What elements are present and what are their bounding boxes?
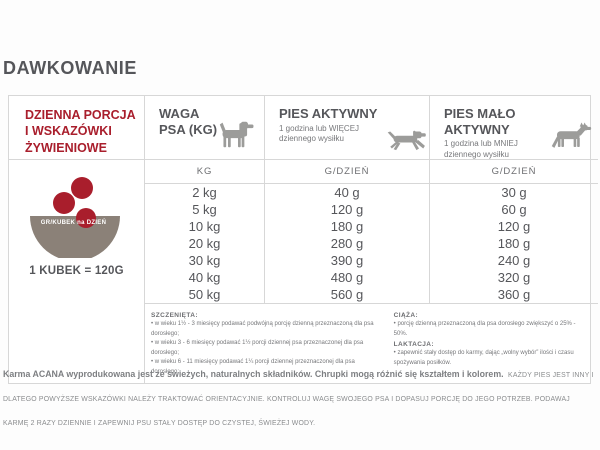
pregnancy-lactation-notes: CIĄŻA: porcję dzienną przeznaczoną dla p… (384, 310, 590, 378)
food-bowl-icon: GR/KUBEK na DZIEŃ (29, 174, 125, 261)
header-row: WAGA PSA (KG) (145, 96, 598, 164)
less-active-portion-value: 360 g (497, 287, 531, 302)
unit-kg-label: KG (145, 160, 265, 183)
unit-active-label: G/DZIEŃ (265, 160, 430, 183)
portion-header-label: DZIENNA PORCJA I WSKAZÓWKI ŻYWIENIOWE (25, 108, 136, 155)
weight-value: 2 kg (145, 184, 265, 201)
dog-weight-header-cell: WAGA PSA (KG) (145, 96, 265, 164)
lactation-heading: LAKTACJA: (393, 341, 434, 349)
weight-value: 50 kg (145, 286, 265, 303)
portion-graphic-cell: GR/KUBEK na DZIEŃ 1 KUBEK = 120G (9, 160, 145, 383)
weight-value: 30 kg (145, 252, 265, 269)
standing-beagle-icon (218, 118, 258, 156)
weight-value: 10 kg (145, 218, 265, 235)
active-dog-header-cell: PIES AKTYWNY 1 godzina lub WIĘCEJ dzienn… (265, 96, 430, 164)
dosage-rows: 2 kg 40 g 30 g 5 kg 120 g 60 g 10 kg 180… (145, 184, 598, 304)
pregnancy-heading: CIĄŻA: (393, 312, 419, 319)
less-active-portion-value: 180 g (497, 236, 531, 251)
less-active-portion-value: 30 g (501, 185, 527, 200)
bowl-label: GR/KUBEK na DZIEŃ (40, 220, 107, 226)
weight-value: 5 kg (145, 201, 265, 218)
less-active-portion-value: 60 g (501, 202, 527, 217)
less-active-dog-header-cell: PIES MAŁO AKTYWNY 1 godzina lub MNIEJ dz… (430, 96, 598, 164)
footer-fine-print: KAŻDY PIES JEST INNY I DLATEGO POWYŻSZE … (3, 372, 594, 427)
cup-equivalence-label: 1 KUBEK = 120G (29, 265, 124, 277)
less-active-portion-value: 120 g (497, 219, 531, 234)
notes-section: SZCZENIĘTA: w wieku 1½ - 3 miesięcy poda… (145, 304, 598, 383)
active-portion-value: 480 g (265, 269, 430, 286)
running-dog-icon (385, 129, 431, 156)
puppies-bullet: w wieku 3 - 6 miesięcy podawać 1½ porcji… (151, 339, 384, 358)
lactation-bullet: zapewnić stały dostęp do karmy, dając „w… (394, 349, 590, 368)
puppies-bullet: w wieku 1½ - 3 miesięcy podawać podwójną… (151, 320, 384, 339)
standing-shepherd-icon (550, 122, 592, 156)
less-active-dog-header-label: PIES MAŁO AKTYWNY (444, 106, 516, 137)
dog-weight-header-label: WAGA PSA (KG) (159, 106, 218, 137)
active-portion-value: 390 g (265, 252, 430, 269)
active-dog-subtitle: 1 godzina lub WIĘCEJ dziennego wysiłku (279, 123, 360, 143)
active-portion-value: 120 g (265, 201, 430, 218)
less-active-portion-value: 320 g (497, 270, 531, 285)
active-portion-value: 560 g (265, 286, 430, 303)
portion-header-cell: DZIENNA PORCJA I WSKAZÓWKI ŻYWIENIOWE (9, 96, 145, 160)
active-portion-value: 280 g (265, 235, 430, 252)
weight-value: 40 kg (145, 269, 265, 286)
unit-less-active-label: G/DZIEŃ (491, 166, 537, 177)
less-active-dog-subtitle: 1 godzina lub MNIEJ dziennego wysiłku (444, 139, 518, 159)
less-active-portion-value: 240 g (497, 253, 531, 268)
puppies-bullet: w wieku 6 - 11 miesięcy podawać 1¼ porcj… (151, 358, 384, 377)
weight-value: 20 kg (145, 235, 265, 252)
page-title: DAWKOWANIE (3, 58, 137, 78)
active-dog-header-label: PIES AKTYWNY (279, 106, 378, 121)
active-portion-value: 40 g (265, 184, 430, 201)
puppies-heading: SZCZENIĘTA: (151, 312, 198, 319)
pregnancy-bullet: porcję dzienną przeznaczoną dla psa doro… (394, 320, 590, 339)
footer-lead-sentence: Karma ACANA wyprodukowana jest ze świeży… (3, 369, 504, 379)
puppies-note: SZCZENIĘTA: w wieku 1½ - 3 miesięcy poda… (151, 310, 384, 378)
active-portion-value: 180 g (265, 218, 430, 235)
footer-disclaimer: Karma ACANA wyprodukowana jest ze świeży… (3, 361, 597, 433)
dosage-table: DZIENNA PORCJA I WSKAZÓWKI ŻYWIENIOWE WA… (8, 95, 598, 384)
table-body: KG G/DZIEŃ G/DZIEŃ 2 kg 40 g 30 g 5 kg 1… (145, 160, 598, 383)
unit-header-row: KG G/DZIEŃ G/DZIEŃ (145, 160, 598, 184)
